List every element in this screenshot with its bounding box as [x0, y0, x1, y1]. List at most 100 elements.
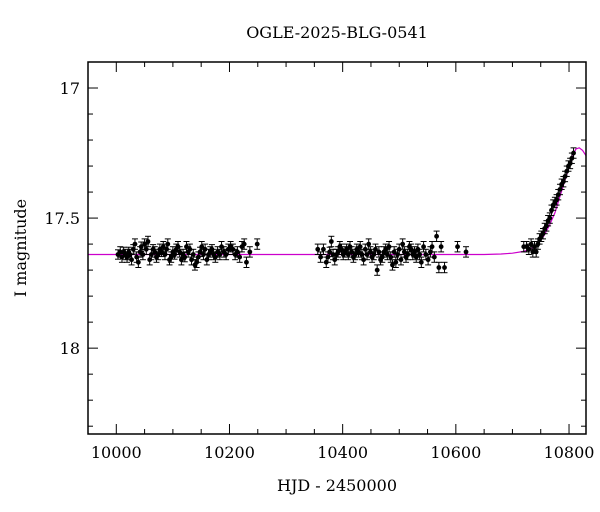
data-marker	[182, 254, 188, 260]
data-marker	[400, 241, 406, 247]
data-marker	[429, 244, 435, 250]
data-marker	[143, 246, 149, 252]
model-curve	[88, 147, 587, 256]
data-marker	[463, 249, 469, 255]
data-marker	[199, 244, 205, 250]
data-marker	[244, 259, 249, 265]
data-marker	[345, 252, 351, 257]
data-marker	[434, 233, 439, 239]
data-marker	[533, 249, 539, 255]
data-marker	[315, 246, 321, 252]
data-point	[360, 254, 367, 266]
y-tick-label: 17	[60, 79, 80, 98]
x-axis-label: HJD - 2450000	[277, 476, 397, 495]
data-point	[314, 243, 321, 256]
x-tick-label: 10600	[430, 443, 481, 462]
data-marker	[373, 246, 378, 252]
data-marker	[425, 257, 431, 263]
y-axis-ticks: 17 17.5 18	[44, 61, 586, 427]
data-point	[202, 243, 209, 256]
data-marker	[318, 254, 323, 260]
data-marker	[237, 254, 243, 260]
data-marker	[405, 252, 411, 257]
data-point	[435, 261, 442, 274]
data-points-layer	[114, 147, 577, 276]
data-point	[389, 259, 396, 271]
data-point	[185, 246, 192, 258]
data-marker	[390, 262, 395, 268]
data-point	[198, 240, 205, 253]
data-marker	[413, 254, 419, 260]
x-tick-label: 10400	[317, 443, 368, 462]
data-marker	[357, 244, 363, 250]
data-marker	[135, 259, 141, 265]
x-axis-ticks: 10000 10200 10400 10600 10800	[91, 62, 594, 462]
data-marker	[398, 257, 404, 263]
data-marker	[571, 150, 576, 156]
data-point	[399, 238, 406, 250]
data-marker	[187, 246, 193, 252]
data-marker	[547, 215, 553, 221]
data-marker	[364, 252, 370, 257]
data-point	[131, 238, 138, 250]
data-marker	[327, 249, 333, 255]
data-marker	[431, 254, 437, 260]
data-point	[328, 235, 335, 248]
data-point	[454, 240, 461, 253]
data-point	[326, 246, 333, 258]
data-point	[144, 235, 151, 248]
data-marker	[418, 259, 424, 265]
data-point	[404, 248, 411, 261]
model-curve-layer	[88, 147, 587, 256]
data-point	[418, 256, 425, 269]
data-marker	[366, 241, 372, 247]
data-point	[246, 246, 253, 258]
data-marker	[247, 249, 253, 255]
data-marker	[388, 254, 394, 260]
data-point	[160, 240, 167, 253]
data-point	[254, 238, 261, 250]
data-point	[243, 256, 250, 269]
data-marker	[321, 246, 326, 252]
y-axis-label: I magnitude	[11, 199, 30, 297]
data-marker	[160, 244, 166, 250]
data-point	[241, 238, 248, 250]
x-tick-label: 10200	[204, 443, 255, 462]
data-point	[463, 246, 470, 258]
data-marker	[436, 265, 442, 270]
data-marker	[328, 239, 334, 244]
data-marker	[138, 244, 144, 250]
data-marker	[361, 257, 366, 263]
data-marker	[177, 249, 183, 255]
data-point	[438, 240, 445, 253]
data-marker	[132, 241, 138, 247]
data-point	[320, 243, 327, 256]
data-marker	[442, 265, 447, 270]
data-point	[317, 251, 324, 263]
data-marker	[165, 241, 171, 247]
data-point	[420, 240, 427, 253]
data-point	[533, 246, 540, 258]
data-marker	[391, 249, 397, 255]
data-marker	[528, 241, 534, 247]
data-marker	[145, 239, 151, 244]
data-marker	[190, 252, 196, 257]
data-marker	[374, 267, 380, 273]
data-point	[375, 246, 382, 258]
data-marker	[241, 241, 247, 247]
data-marker	[421, 244, 426, 250]
data-point	[345, 248, 352, 261]
data-point	[425, 254, 432, 266]
data-point	[392, 256, 399, 269]
plot-frame	[87, 61, 587, 435]
data-point	[372, 243, 379, 256]
y-tick-label: 18	[60, 339, 80, 358]
data-point	[216, 248, 223, 261]
data-marker	[396, 246, 402, 252]
data-marker	[438, 244, 444, 250]
data-point	[128, 254, 135, 266]
data-point	[181, 251, 188, 263]
data-marker	[254, 241, 260, 247]
data-marker	[376, 249, 382, 255]
